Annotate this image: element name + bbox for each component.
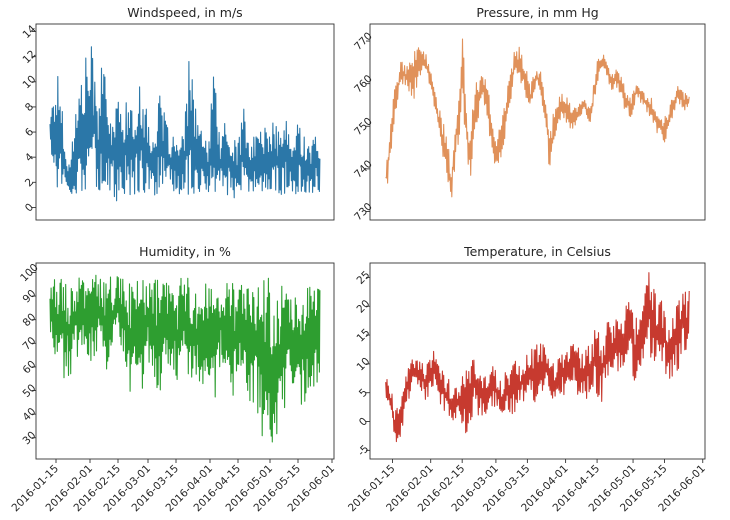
data-series-line [49,46,321,202]
y-tick-label: 0 [23,201,36,214]
y-tick-label: 750 [352,115,375,138]
y-tick-label: 100 [18,262,41,285]
data-series-line [385,38,690,198]
data-series-line [385,272,690,443]
axes-frame [369,23,706,221]
subplot-4: Temperature, in Celsius-505101520252016-… [346,244,708,514]
y-tick-label: 770 [352,30,375,53]
y-tick-label: 0 [357,415,370,428]
y-tick-label: 740 [352,158,375,181]
y-tick-label: 760 [352,73,375,96]
subplot-3: Humidity, in %304050607080901002016-01-1… [9,244,337,514]
axes-frame [35,23,335,221]
subplot-title: Windspeed, in m/s [127,5,242,20]
y-tick-label: 8 [23,101,36,114]
axes-frame [35,262,335,460]
data-series-line [49,274,321,443]
y-tick-label: -5 [356,443,372,459]
subplot-title: Humidity, in % [139,244,231,259]
y-tick-label: 2 [23,176,36,189]
subplot-title: Pressure, in mm Hg [476,5,598,20]
subplot-title: Temperature, in Celsius [463,244,611,259]
axes-frame [369,262,706,460]
y-tick-label: 5 [357,387,370,400]
